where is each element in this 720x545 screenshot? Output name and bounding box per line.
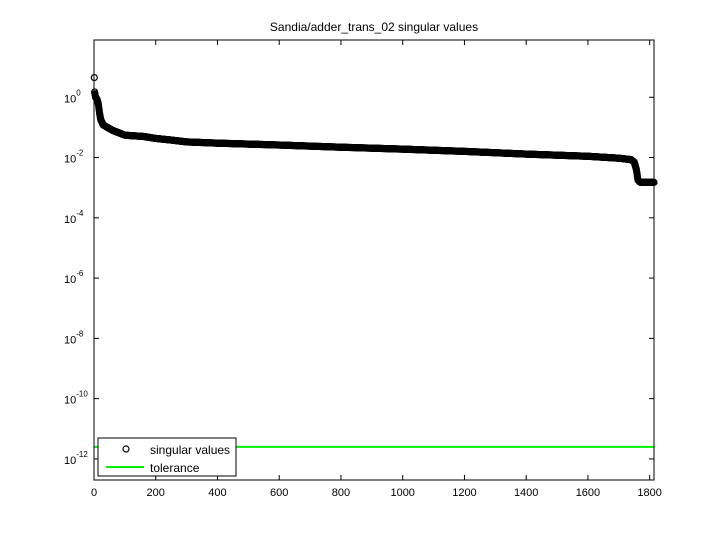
y-tick-label: 100: [64, 88, 81, 105]
x-tick-label: 200: [147, 487, 165, 499]
ticks-layer: 0 200 400 600 800 1000 1200 1400 1600 1800 100 10-2…: [64, 40, 662, 499]
y-tick-label: 10-6: [64, 269, 84, 286]
marks-layer: [90, 73, 658, 448]
x-tick-label: 1400: [514, 487, 538, 499]
legend-marker-singular-values: [122, 445, 130, 453]
x-tick-label: 0: [91, 487, 97, 499]
legend-label-singular-values: singular values: [150, 443, 230, 457]
legend-label-tolerance: tolerance: [150, 461, 200, 475]
y-tick-label: 10-8: [64, 329, 84, 346]
y-tick-label: 10-4: [64, 209, 84, 226]
legend: singular values tolerance: [97, 437, 237, 477]
x-tick-label: 1200: [452, 487, 476, 499]
x-tick-label: 1800: [637, 487, 661, 499]
x-tick-label: 600: [270, 487, 288, 499]
y-tick-label: 10-10: [64, 390, 88, 407]
y-tick-label: 10-2: [64, 149, 84, 166]
x-tick-label: 800: [332, 487, 350, 499]
chart-title: Sandia/adder_trans_02 singular values: [269, 20, 479, 34]
legend-box: [97, 437, 237, 477]
x-tick-label: 1600: [576, 487, 600, 499]
x-tick-label: 400: [208, 487, 226, 499]
plot-area-border: [93, 39, 655, 481]
y-tick-label: 10-12: [64, 450, 88, 467]
x-tick-label: 1000: [390, 487, 414, 499]
